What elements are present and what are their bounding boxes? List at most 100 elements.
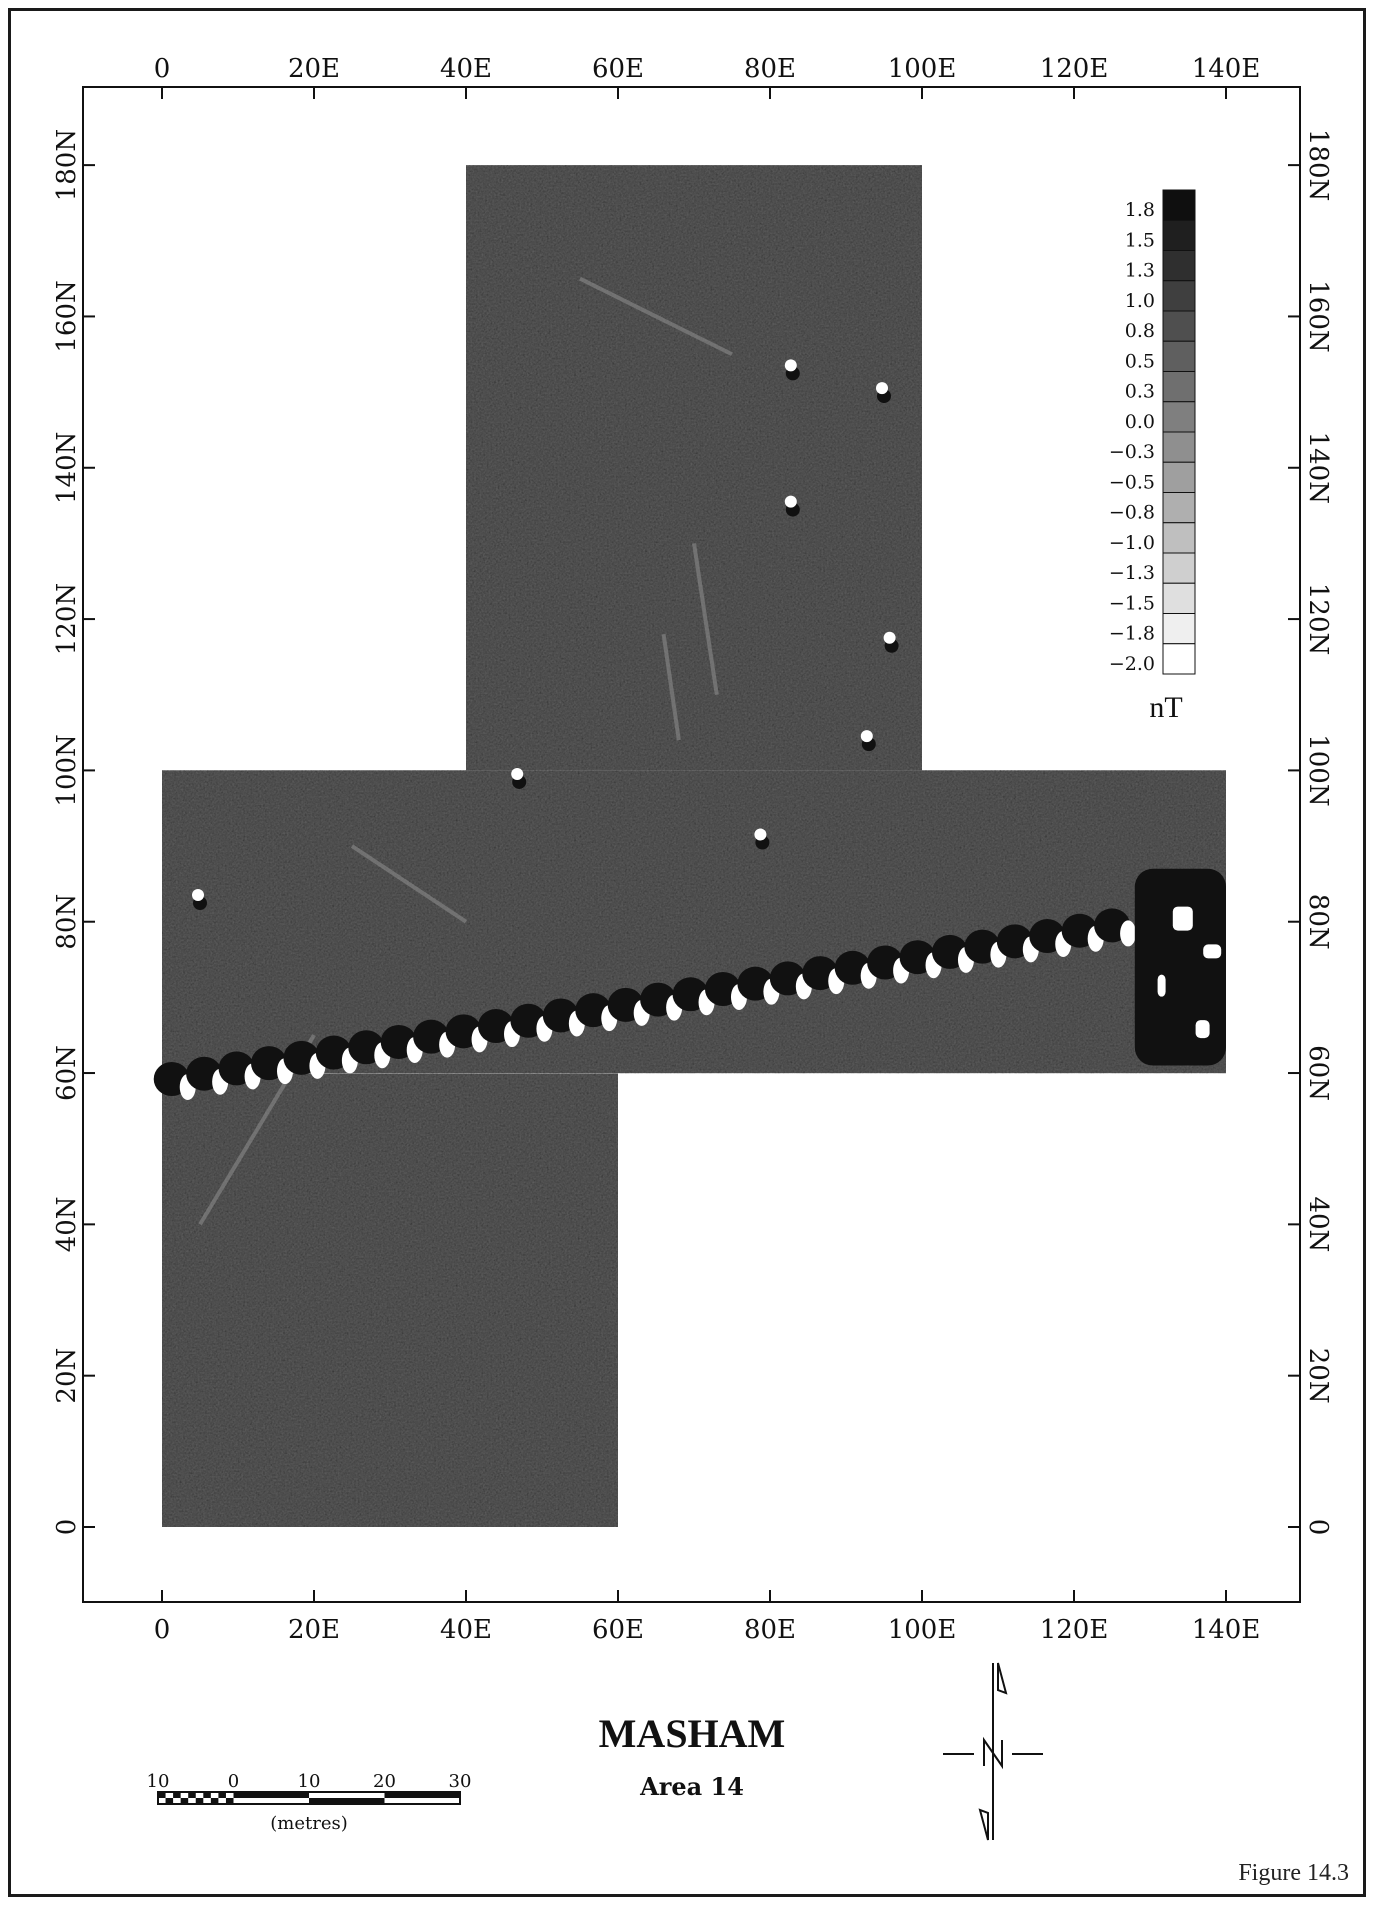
scale-bar-label: 10 [147, 1771, 170, 1792]
legend-value: 0.0 [1125, 411, 1155, 433]
dipole-anomaly [784, 495, 797, 508]
legend-value: 1.3 [1125, 260, 1155, 282]
legend-value: 1.8 [1125, 199, 1155, 221]
legend-value: −2.0 [1109, 653, 1155, 675]
y-tick-label-right: 180N [1303, 129, 1333, 201]
scale-bar-segment [309, 1798, 385, 1804]
legend-swatch [1162, 582, 1196, 614]
x-tick-label-top: 0 [154, 54, 171, 84]
legend-swatches [1162, 189, 1196, 675]
dipole-anomaly [860, 730, 873, 743]
legend-value: 1.0 [1125, 290, 1155, 312]
survey-block [466, 165, 922, 771]
legend-swatch [1162, 280, 1196, 312]
scale-bar-label: 10 [298, 1771, 321, 1792]
strong-anomaly [1195, 1020, 1210, 1039]
map-title: MASHAM [599, 1711, 786, 1756]
plot-frame [82, 86, 1301, 1603]
legend-value: −0.5 [1109, 471, 1155, 493]
survey-block [162, 1073, 618, 1527]
legend-value: 0.8 [1125, 320, 1155, 342]
anomaly-band [153, 868, 1226, 1101]
strong-anomaly [1157, 974, 1166, 997]
map-subtitle: Area 14 [639, 1772, 744, 1801]
x-tick-label-bottom: 20E [288, 1615, 340, 1645]
linear-feature [350, 844, 468, 924]
scale-bar-segment [218, 1792, 226, 1798]
scale-bar-graphic [157, 1791, 461, 1805]
legend-value: −1.5 [1109, 592, 1155, 614]
x-tick-label-top: 80E [744, 54, 796, 84]
legend-swatch [1162, 522, 1196, 554]
legend-swatch [1162, 613, 1196, 645]
legend-swatch [1162, 461, 1196, 493]
legend-value: −1.3 [1109, 562, 1155, 584]
survey-layer [162, 165, 1226, 1527]
x-tick-label-bottom: 60E [592, 1615, 644, 1645]
scale-bar-segment [173, 1792, 181, 1798]
scale-bar-unit: (metres) [270, 1813, 348, 1834]
y-tick-label-left: 20N [52, 1348, 82, 1404]
x-tick-label-top: 20E [288, 54, 340, 84]
x-tick-label-top: 40E [440, 54, 492, 84]
y-tick-label-right: 40N [1303, 1196, 1333, 1252]
x-tick-label-bottom: 140E [1192, 1615, 1261, 1645]
axis-ticks [83, 87, 1300, 1602]
scale-bar-label: 20 [373, 1771, 396, 1792]
y-tick-label-left: 0 [52, 1519, 82, 1536]
y-tick-label-right: 20N [1303, 1348, 1333, 1404]
scale-bar-segment [210, 1798, 219, 1804]
y-tick-label-right: 60N [1303, 1045, 1333, 1101]
linear-feature [579, 276, 733, 357]
legend-swatch [1162, 492, 1196, 524]
scale-bar: 10 0 10 20 30 (metres) [147, 1771, 472, 1834]
legend-swatch [1162, 371, 1196, 403]
legend-swatch [1162, 401, 1196, 433]
y-tick-label-right: 160N [1303, 280, 1333, 352]
legend-swatch [1162, 219, 1196, 251]
strong-anomaly [1172, 906, 1193, 931]
y-tick-label-left: 140N [52, 432, 82, 504]
anomaly-blob [1120, 920, 1137, 947]
x-tick-label-bottom: 100E [888, 1615, 957, 1645]
scale-bar-label: 30 [449, 1771, 472, 1792]
legend-swatch [1162, 340, 1196, 372]
y-tick-label-left: 160N [52, 280, 82, 352]
axis-labels: 0 0 20E 20E 40E 40E 60E 60E 80E 80E 100E 100E 120E 12… [52, 54, 1333, 1645]
y-tick-label-left: 60N [52, 1045, 82, 1101]
figure-caption: Figure 14.3 [1238, 1860, 1349, 1886]
legend-labels: 1.8 1.5 1.3 1.0 0.8 0.5 0.3 0.0 −0.3 −0.5 −0.8 −1.0… [1109, 199, 1155, 675]
strong-anomaly [1203, 944, 1222, 959]
linear-feature [661, 633, 681, 741]
scale-bar-segment [384, 1792, 460, 1798]
x-tick-label-top: 120E [1040, 54, 1109, 84]
dipole-anomaly [883, 631, 896, 644]
dipole-anomaly [192, 889, 204, 902]
legend-swatch [1162, 552, 1196, 584]
y-tick-label-right: 0 [1303, 1519, 1333, 1536]
x-tick-label-bottom: 0 [154, 1615, 171, 1645]
legend: 1.8 1.5 1.3 1.0 0.8 0.5 0.3 0.0 −0.3 −0.5 −0.8 −1.0… [1109, 189, 1196, 724]
y-tick-label-left: 40N [52, 1196, 82, 1252]
y-tick-label-right: 140N [1303, 432, 1333, 504]
scale-bar-segment [195, 1798, 204, 1804]
strong-anomaly [1134, 868, 1226, 1066]
dipole-anomaly [754, 828, 767, 841]
dipole-anomaly [784, 359, 797, 372]
north-arrow-icon [943, 1662, 1043, 1841]
scale-bar-labels: 10 0 10 20 30 [147, 1771, 472, 1792]
x-tick-label-bottom: 80E [744, 1615, 796, 1645]
legend-value: 1.5 [1125, 229, 1155, 251]
y-tick-label-left: 80N [52, 894, 82, 950]
legend-value: −0.8 [1109, 502, 1155, 524]
scale-bar-segment [233, 1792, 309, 1798]
legend-value: −0.3 [1109, 441, 1155, 463]
y-tick-label-left: 100N [52, 734, 82, 806]
dipole-anomaly [876, 382, 888, 395]
dipole-anomaly [511, 767, 524, 780]
legend-swatch [1162, 310, 1196, 342]
y-tick-label-right: 120N [1303, 583, 1333, 655]
legend-swatch [1162, 431, 1196, 463]
x-tick-label-bottom: 40E [440, 1615, 492, 1645]
